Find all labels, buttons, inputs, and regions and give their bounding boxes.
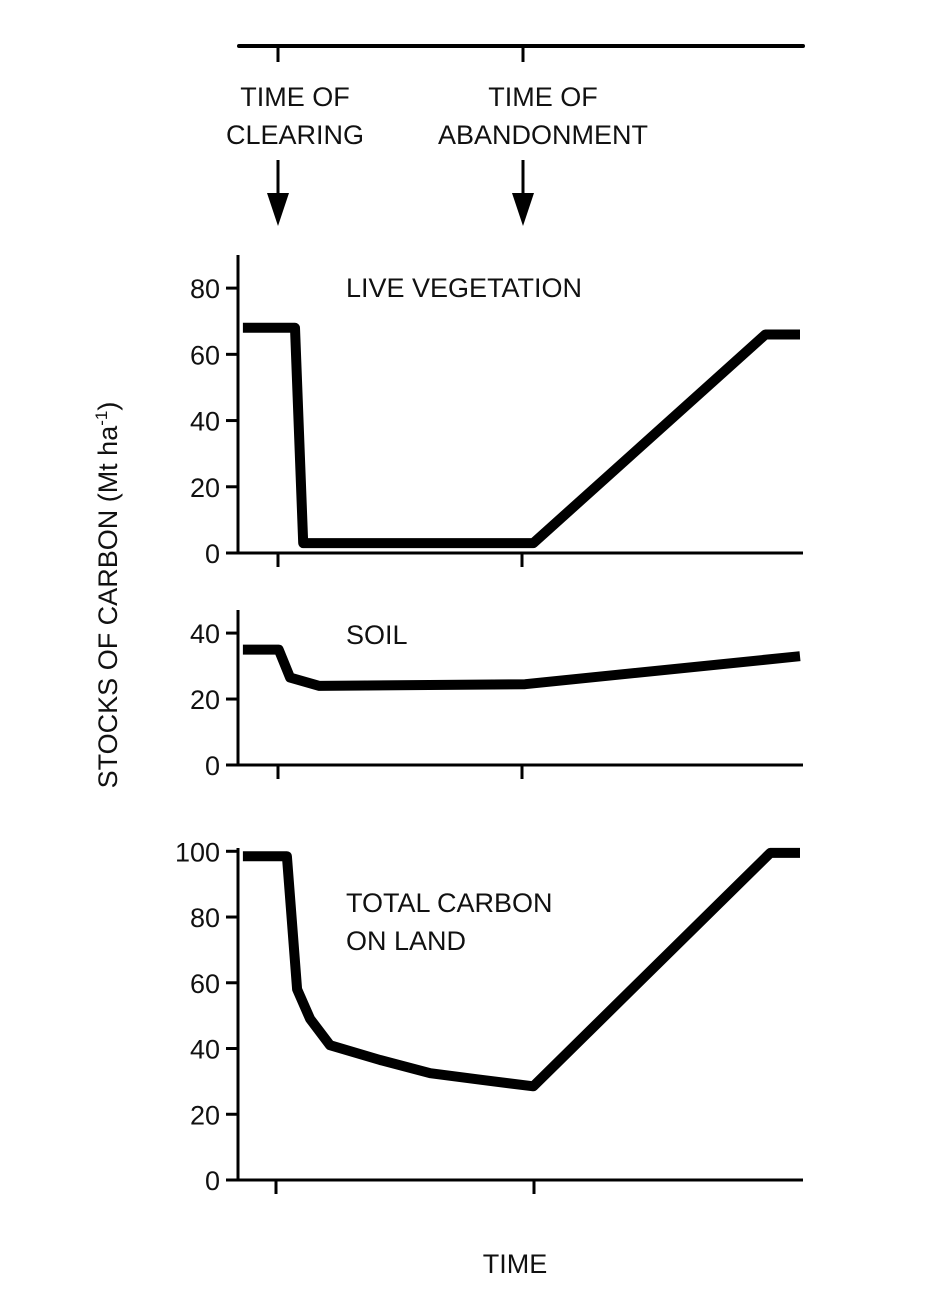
y-tick-label: 20 [190,473,220,503]
y-axis-label-superscript: -1 [92,411,111,426]
series-line-live-vegetation [242,322,800,549]
panel-title-soil: SOIL [346,620,408,650]
y-tick-label: 80 [190,274,220,304]
panel-soil: 0 20 40 [190,610,803,781]
x-axis-label: TIME [483,1249,548,1279]
timeline-ticks [276,46,525,62]
y-tick-label: 60 [190,969,220,999]
y-axis-label-main: STOCKS OF CARBON (Mt ha [93,425,123,789]
arrow-down-icon [512,193,534,226]
y-tick-label: 40 [190,619,220,649]
y-axis-label-suffix: ) [93,402,123,411]
event-label-clearing-line1: TIME OF [240,82,350,112]
event-timeline: TIME OF CLEARING TIME OF ABANDONMENT [226,44,805,226]
series-line-total-carbon [242,847,800,1092]
y-tick-label: 80 [190,903,220,933]
y-tick-label: 0 [205,751,220,781]
y-tick-label: 40 [190,1035,220,1065]
arrow-down-icon [267,193,289,226]
y-tick-label: 20 [190,1100,220,1130]
event-arrows [267,160,534,226]
y-tick-label: 100 [175,837,220,867]
panel-title-total-line2: ON LAND [346,926,466,956]
y-tick-label: 0 [205,539,220,569]
panels: 0 20 40 60 80 0 20 40 0 20 40 60 80 100 [175,255,803,1196]
y-tick-label: 0 [205,1166,220,1196]
event-label-clearing-line2: CLEARING [226,120,364,150]
y-tick-label: 60 [190,340,220,370]
y-axis-label: STOCKS OF CARBON (Mt ha-1) [92,402,123,789]
y-tick-label: 40 [190,407,220,437]
panel-title-live-vegetation: LIVE VEGETATION [346,273,582,303]
event-label-abandonment-line1: TIME OF [488,82,598,112]
panel-title-total-line1: TOTAL CARBON [346,888,553,918]
series-line-soil [242,644,801,691]
panel-total-carbon: 0 20 40 60 80 100 [175,837,803,1196]
event-label-abandonment-line2: ABANDONMENT [438,120,648,150]
panel-live-vegetation: 0 20 40 60 80 [190,255,803,569]
y-tick-label: 20 [190,685,220,715]
